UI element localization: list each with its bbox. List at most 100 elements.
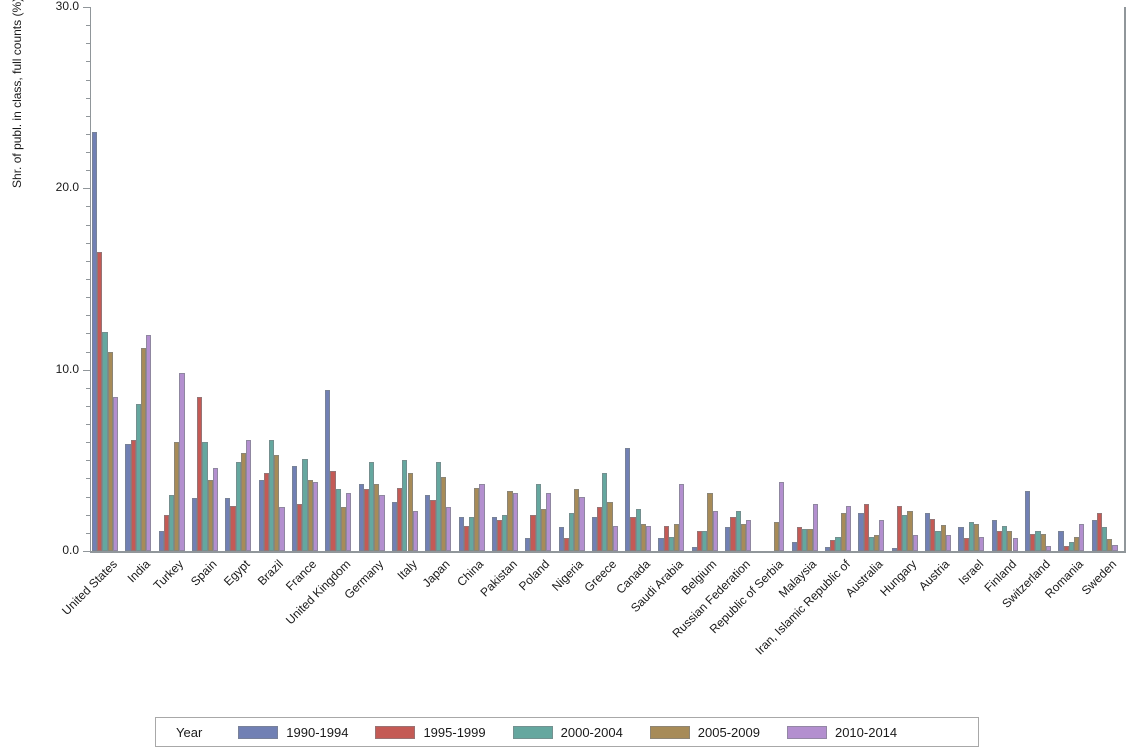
bar-2010-2014 — [845, 505, 852, 551]
bar-1990-1994 — [558, 527, 564, 551]
bar-2010-2014 — [879, 520, 885, 551]
bar-2000-2004 — [968, 522, 974, 551]
y-minor-tick — [86, 478, 90, 480]
bar-2000-2004 — [368, 462, 375, 551]
bar-2010-2014 — [1112, 544, 1118, 551]
bar-1990-1994 — [725, 527, 731, 551]
y-minor-tick — [86, 79, 90, 81]
y-minor-tick — [86, 442, 90, 444]
bar-2010-2014 — [1079, 523, 1085, 551]
y-minor-tick — [86, 224, 90, 226]
bar-2010-2014 — [612, 525, 618, 551]
y-major-tick — [83, 188, 90, 190]
bar-2005-2009 — [707, 492, 713, 551]
bar-2010-2014 — [212, 467, 218, 551]
bar-1995-1999 — [863, 503, 869, 551]
bar-2010-2014 — [179, 373, 185, 551]
bar-2010-2014 — [146, 335, 152, 551]
bar-1995-1999 — [963, 538, 969, 551]
bar-1995-1999 — [130, 440, 136, 551]
bar-1995-1999 — [97, 251, 103, 551]
y-major-tick — [83, 551, 90, 552]
y-minor-tick — [86, 115, 90, 117]
bar-1990-1994 — [591, 516, 598, 551]
y-tick-label: 30.0 — [55, 0, 79, 13]
x-axis-label: Greece — [581, 557, 620, 595]
bar-2000-2004 — [835, 536, 841, 551]
bar-1990-1994 — [191, 498, 198, 551]
bar-1995-1999 — [430, 500, 436, 551]
bar-2005-2009 — [107, 351, 113, 551]
bar-1990-1994 — [291, 465, 298, 551]
bar-2005-2009 — [507, 491, 513, 551]
bar-2005-2009 — [407, 473, 413, 551]
bar-1995-1999 — [597, 507, 603, 551]
bar-1995-1999 — [630, 516, 636, 551]
bar-2000-2004 — [1068, 541, 1074, 551]
bar-2000-2004 — [302, 458, 308, 551]
bar-2010-2014 — [379, 494, 385, 551]
bar-1995-1999 — [230, 505, 236, 551]
bar-1990-1994 — [1091, 520, 1097, 551]
x-axis-label: Spain — [187, 557, 220, 589]
bar-2000-2004 — [702, 531, 708, 551]
bar-2010-2014 — [279, 507, 285, 551]
bar-1995-1999 — [663, 525, 669, 551]
y-minor-tick — [86, 333, 90, 335]
bar-2000-2004 — [568, 512, 575, 551]
bar-2005-2009 — [1107, 539, 1113, 551]
y-minor-tick — [86, 387, 90, 389]
legend-item-label: 1990-1994 — [286, 724, 349, 740]
bar-1990-1994 — [1058, 531, 1064, 551]
bar-1990-1994 — [925, 512, 931, 551]
bar-1995-1999 — [397, 487, 403, 551]
x-axis-label: Turkey — [150, 557, 187, 593]
bar-2010-2014 — [312, 482, 318, 551]
y-minor-tick — [86, 496, 90, 498]
bar-2000-2004 — [169, 494, 175, 551]
bar-1990-1994 — [791, 541, 797, 551]
bar-1995-1999 — [930, 519, 936, 551]
y-minor-tick — [86, 133, 90, 135]
bar-1995-1999 — [563, 538, 569, 551]
x-axis-label: Brazil — [255, 557, 287, 589]
bar-2000-2004 — [868, 536, 874, 551]
bar-2005-2009 — [1007, 531, 1013, 551]
bar-2000-2004 — [202, 442, 208, 551]
y-minor-tick — [86, 315, 90, 317]
legend-item-label: 2000-2004 — [560, 724, 623, 740]
bar-2000-2004 — [402, 460, 408, 551]
bar-2010-2014 — [346, 492, 352, 551]
bar-1995-1999 — [697, 531, 703, 551]
bar-1990-1994 — [491, 516, 498, 551]
bar-2005-2009 — [207, 480, 213, 551]
bar-1990-1994 — [458, 516, 464, 551]
bar-1990-1994 — [391, 502, 398, 551]
bar-2005-2009 — [973, 523, 980, 551]
y-minor-tick — [86, 279, 90, 280]
bar-2005-2009 — [807, 529, 813, 551]
bar-2005-2009 — [174, 442, 180, 551]
legend-item: 2010-2014 — [786, 725, 897, 740]
bar-2010-2014 — [1045, 545, 1052, 551]
y-minor-tick — [86, 514, 90, 516]
bar-2000-2004 — [135, 404, 141, 551]
bar-1995-1999 — [297, 503, 303, 551]
bar-1995-1999 — [330, 471, 336, 551]
bar-1995-1999 — [1030, 533, 1036, 551]
bar-2005-2009 — [607, 502, 613, 551]
bar-2005-2009 — [140, 347, 147, 551]
bar-2000-2004 — [102, 331, 108, 551]
legend-item: 1995-1999 — [375, 725, 486, 740]
bar-1995-1999 — [530, 514, 536, 551]
bar-2005-2009 — [840, 512, 846, 551]
bar-2005-2009 — [940, 524, 946, 551]
bar-2010-2014 — [779, 482, 785, 551]
x-axis-label: Egypt — [221, 557, 253, 589]
bar-2000-2004 — [269, 440, 275, 551]
y-minor-tick — [86, 152, 90, 154]
bar-1990-1994 — [325, 389, 331, 551]
bar-2010-2014 — [979, 536, 985, 551]
bar-2000-2004 — [735, 511, 741, 551]
